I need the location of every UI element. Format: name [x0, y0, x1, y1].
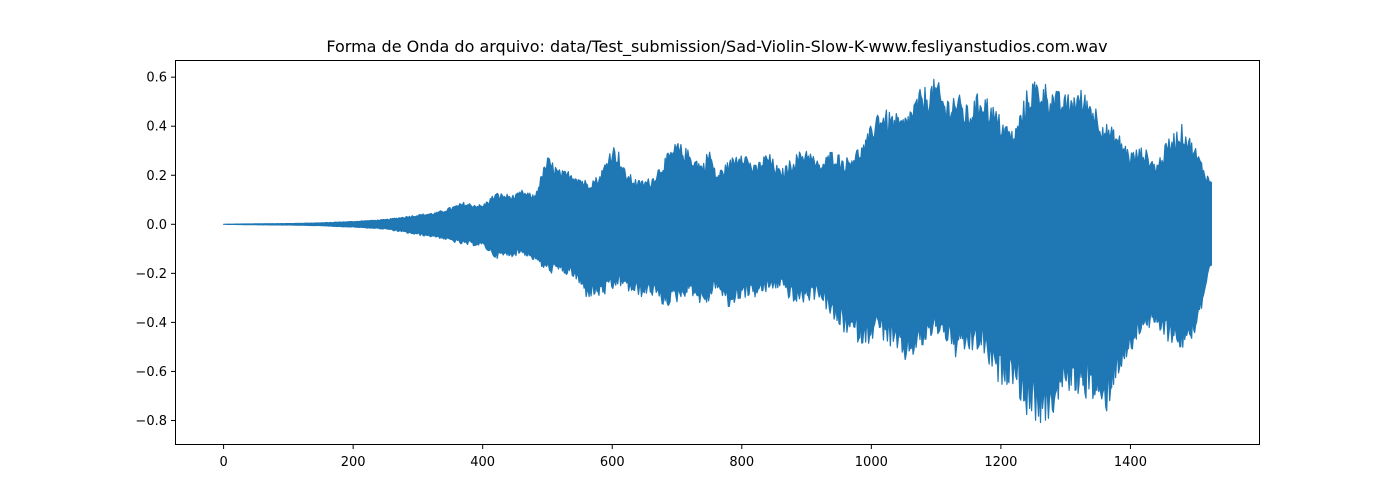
plot-frame — [175, 60, 1260, 445]
x-tick-label: 0 — [219, 455, 227, 470]
x-tick-label: 400 — [470, 455, 495, 470]
y-tick-label: −0.6 — [135, 365, 167, 380]
y-tick-label: 0.6 — [146, 71, 167, 86]
waveform-series-0 — [222, 78, 1213, 424]
y-tick-label: 0.2 — [146, 169, 167, 184]
y-tick-label: 0.4 — [146, 120, 167, 135]
x-tick-label: 800 — [729, 455, 754, 470]
x-tick-label: 200 — [341, 455, 366, 470]
x-tick-label: 1000 — [855, 455, 888, 470]
y-tick-label: 0.0 — [146, 218, 167, 233]
chart-title: Forma de Onda do arquivo: data/Test_subm… — [326, 37, 1107, 57]
y-tick-label: −0.8 — [135, 414, 167, 429]
x-tick-label: 1400 — [1114, 455, 1147, 470]
plot-area — [222, 78, 1213, 424]
y-tick-label: −0.2 — [135, 267, 167, 282]
y-axis: 0.6 0.4 0.2 0.0 −0.2 −0.4 −0.6 −0.8 — [135, 71, 175, 429]
x-tick-label: 600 — [600, 455, 625, 470]
x-axis: 0 200 400 600 800 1000 1200 1400 — [219, 445, 1147, 470]
y-tick-label: −0.4 — [135, 316, 167, 331]
x-tick-label: 1200 — [984, 455, 1017, 470]
